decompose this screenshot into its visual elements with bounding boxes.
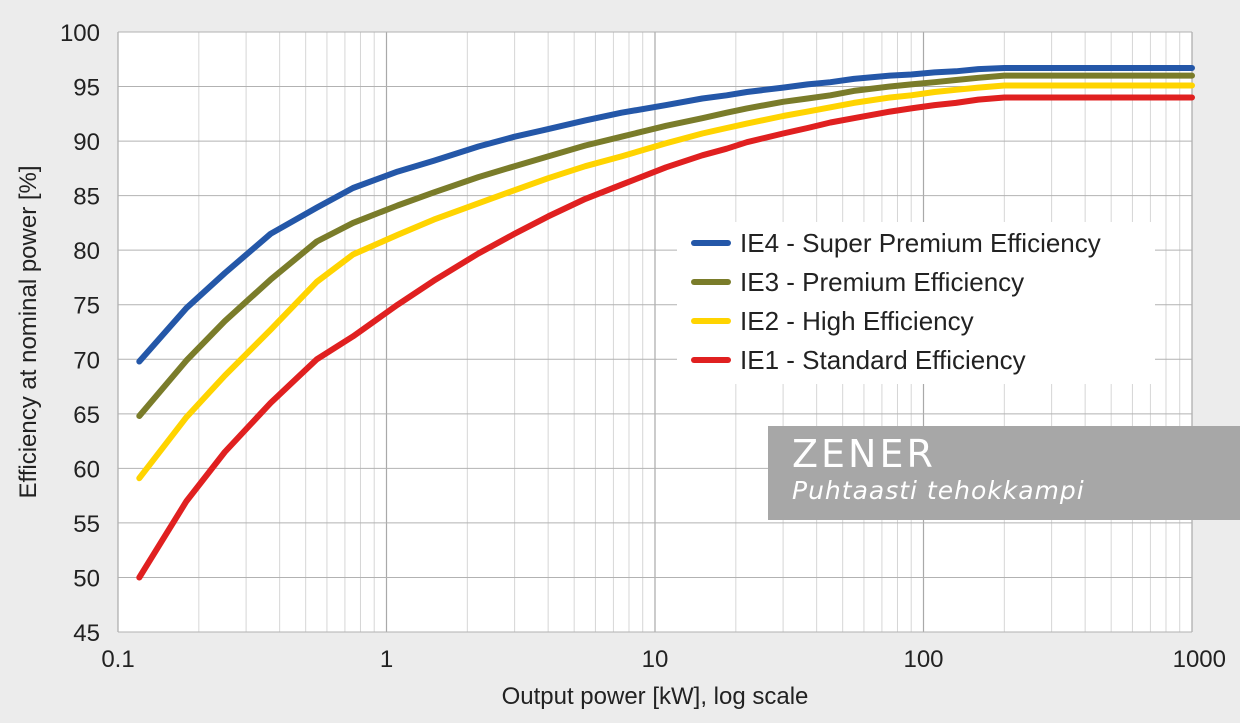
y-tick-label: 95 bbox=[73, 75, 100, 102]
x-axis-label: Output power [kW], log scale bbox=[502, 683, 809, 710]
y-tick-label: 60 bbox=[73, 456, 100, 483]
y-tick-label: 45 bbox=[73, 620, 100, 647]
y-tick-label: 55 bbox=[73, 511, 100, 538]
x-tick-label: 0.1 bbox=[101, 646, 134, 673]
x-tick-label: 1 bbox=[380, 646, 393, 673]
series-line bbox=[136, 72, 1195, 419]
y-tick-label: 75 bbox=[73, 293, 100, 320]
series-lines bbox=[136, 65, 1195, 581]
y-tick-labels: 45 50 55 60 65 70 75 80 85 90 95 100 bbox=[60, 20, 100, 647]
y-tick-label: 100 bbox=[60, 20, 100, 47]
y-tick-label: 50 bbox=[73, 565, 100, 592]
x-tick-label: 100 bbox=[903, 646, 943, 673]
x-tick-label: 10 bbox=[642, 646, 669, 673]
x-tick-labels: 0.1 1 10 100 1000 bbox=[101, 646, 1226, 673]
brand-tagline: Puhtaasti tehokkampi bbox=[792, 476, 1085, 505]
legend-label: IE4 - Super Premium Efficiency bbox=[740, 228, 1101, 258]
legend-label: IE1 - Standard Efficiency bbox=[740, 345, 1026, 375]
y-axis-label: Efficiency at nominal power [%] bbox=[15, 165, 42, 498]
brand-banner: ZENER Puhtaasti tehokkampi bbox=[768, 426, 1240, 520]
y-tick-label: 70 bbox=[73, 347, 100, 374]
y-tick-label: 65 bbox=[73, 402, 100, 429]
legend: IE4 - Super Premium Efficiency IE3 - Prem… bbox=[677, 222, 1155, 384]
legend-box bbox=[677, 222, 1155, 384]
legend-label: IE3 - Premium Efficiency bbox=[740, 267, 1024, 297]
x-tick-label: 1000 bbox=[1173, 646, 1226, 673]
y-tick-label: 80 bbox=[73, 238, 100, 265]
legend-label: IE2 - High Efficiency bbox=[740, 306, 974, 336]
series-line bbox=[136, 65, 1195, 365]
brand-name: ZENER bbox=[792, 432, 936, 476]
y-tick-label: 90 bbox=[73, 129, 100, 156]
series-line bbox=[136, 94, 1195, 581]
series-line bbox=[136, 82, 1195, 482]
y-tick-label: 85 bbox=[73, 184, 100, 211]
